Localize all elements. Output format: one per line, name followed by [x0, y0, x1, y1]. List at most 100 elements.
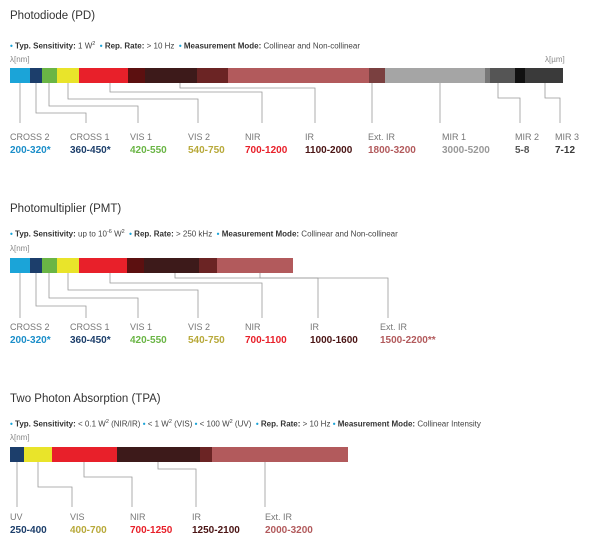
band-label: VIS 2 [188, 132, 211, 142]
band-range: 1500-2200** [380, 335, 436, 346]
spectrum-bar-segment [200, 447, 212, 462]
band-label: VIS [70, 512, 85, 522]
spectrum-bar-segment [117, 447, 200, 462]
band-label: IR [305, 132, 314, 142]
band-range: 1250-2100 [192, 525, 240, 536]
spec-sup: -6 [106, 229, 112, 235]
band-label: IR [310, 322, 319, 332]
spec-line: • Typ. Sensitivity: < 0.1 W2 (NIR/IR) • … [10, 419, 481, 429]
section-title: Photodiode (PD) [10, 10, 96, 22]
spectrum-diagram [10, 447, 348, 507]
band-label: Ext. IR [368, 132, 396, 142]
section-title: Photomultiplier (PMT) [10, 203, 122, 215]
band-range: 3000-5200 [442, 145, 490, 156]
spectrum-bar-segment [127, 258, 144, 273]
unit-label-left: λ[nm] [10, 55, 30, 64]
spec-label: Measurement Mode: [337, 419, 416, 429]
spectrum-bar-segment [515, 68, 525, 83]
spectrum-bar-segment [10, 258, 30, 273]
spec-label: Measurement Mode: [183, 41, 262, 51]
spec-value: < 100 W [199, 419, 230, 429]
spectrum-bar-segment [385, 68, 485, 83]
band-label: NIR [130, 512, 146, 522]
spec-value: Collinear and Non-collinear [301, 229, 398, 239]
spectrum-bar-segment [525, 68, 563, 83]
spectrum-diagram [10, 258, 389, 318]
unit-label-left: λ[nm] [10, 244, 30, 253]
leader-line [48, 83, 139, 123]
spec-suffix: (NIR/IR) [108, 419, 141, 429]
band-range: 700-1250 [130, 525, 173, 536]
spectrum-bar-segment [24, 447, 52, 462]
spec-sup: 2 [92, 41, 96, 47]
band-label: CROSS 2 [10, 322, 50, 332]
spec-value: > 250 kHz [175, 229, 213, 239]
leader-line [109, 273, 263, 318]
band-label: IR [192, 512, 201, 522]
leader-line [35, 83, 87, 123]
spectrum-bar-segment [79, 258, 127, 273]
spec-value: 1 W [78, 41, 93, 51]
spectrum-bar-segment [57, 68, 79, 83]
spectrum-bar-segment [144, 258, 199, 273]
band-range: 420-550 [130, 145, 167, 156]
leader-line [174, 273, 319, 318]
spec-line: • Typ. Sensitivity: up to 10-6 W2 • Rep.… [10, 229, 398, 239]
band-label: MIR 3 [555, 132, 580, 142]
spec-sup: 2 [121, 229, 125, 235]
band-range: 1000-1600 [310, 335, 358, 346]
spec-value: > 10 Hz [302, 419, 331, 429]
band-range: 420-550 [130, 335, 167, 346]
leader-line [37, 462, 73, 507]
unit-label-left: λ[nm] [10, 433, 30, 442]
band-label: VIS 1 [130, 322, 153, 332]
spectrum-bar-segment [485, 68, 490, 83]
leader-line [48, 273, 139, 318]
spectrum-bar-segment [369, 68, 385, 83]
band-label: NIR [245, 322, 261, 332]
band-range: 5-8 [515, 145, 530, 156]
band-label: CROSS 1 [70, 322, 110, 332]
band-label: CROSS 1 [70, 132, 110, 142]
spectrum-bar-segment [30, 258, 42, 273]
spectrum-bar-segment [42, 68, 57, 83]
spectrum-bar-segment [217, 258, 293, 273]
band-range: 200-320* [10, 335, 51, 346]
spec-value: up to 10 [78, 229, 107, 239]
spec-value: < 1 W [147, 419, 169, 429]
spec-value: Collinear Intensity [417, 419, 481, 429]
band-range: 7-12 [555, 145, 576, 156]
spectrum-bar-segment [30, 68, 42, 83]
leader-line [67, 273, 199, 318]
spec-label: Typ. Sensitivity: [15, 41, 76, 51]
spec-sup: 2 [229, 419, 233, 425]
band-range: 250-400 [10, 525, 47, 536]
band-range: 540-750 [188, 335, 225, 346]
spec-label: Typ. Sensitivity: [15, 229, 76, 239]
spectrum-bar-segment [228, 68, 369, 83]
band-range: 700-1100 [245, 335, 287, 346]
band-label: MIR 2 [515, 132, 540, 142]
band-range: 2000-3200 [265, 525, 313, 536]
spectrum-bar-segment [57, 258, 79, 273]
spectrum-bar-segment [10, 447, 24, 462]
spec-value: Collinear and Non-collinear [263, 41, 360, 51]
spectrum-bar-segment [79, 68, 128, 83]
band-label: VIS 2 [188, 322, 211, 332]
leader-line [157, 462, 197, 507]
leader-line [67, 83, 199, 123]
band-label: NIR [245, 132, 261, 142]
spec-line: • Typ. Sensitivity: 1 W2 • Rep. Rate: > … [10, 41, 360, 51]
spectrum-bar-segment [199, 258, 217, 273]
band-label: CROSS 2 [10, 132, 50, 142]
band-label: Ext. IR [380, 322, 408, 332]
spec-suffix: (UV) [232, 419, 252, 429]
spectrum-bar-segment [197, 68, 228, 83]
band-label: UV [10, 512, 23, 522]
spec-label: Rep. Rate: [104, 41, 145, 51]
spec-value: < 0.1 W [78, 419, 106, 429]
leader-line [83, 462, 133, 507]
leader-line [179, 83, 316, 123]
band-range: 1800-3200 [368, 145, 416, 156]
section-title: Two Photon Absorption (TPA) [10, 393, 161, 405]
